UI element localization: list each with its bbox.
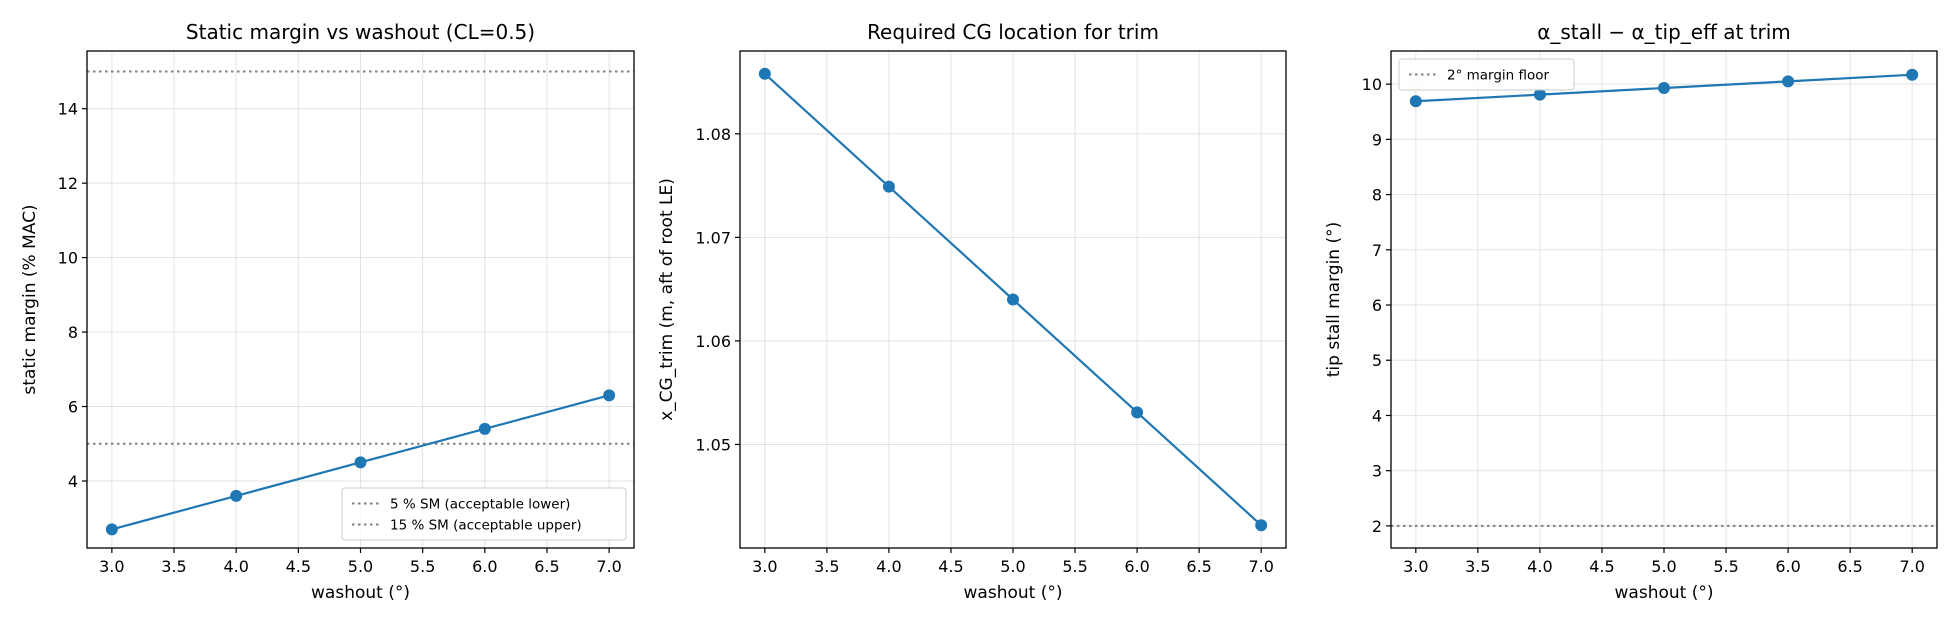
y-tick-label: 4 [68, 472, 78, 491]
data-point [603, 389, 616, 402]
x-tick-label: 3.5 [1465, 557, 1490, 576]
y-tick-label: 3 [1372, 462, 1382, 481]
legend: 5 % SM (acceptable lower) 15 % SM (accept… [341, 487, 627, 541]
y-tick-label: 2 [1372, 517, 1382, 536]
legend: 2° margin floor [1398, 58, 1575, 91]
y-tick-label: 1.07 [695, 228, 731, 247]
data-point [1533, 88, 1546, 101]
x-tick-label: 3.0 [752, 557, 777, 576]
x-axis-label: washout (°) [1615, 583, 1714, 603]
y-tick-label: 1.06 [695, 332, 731, 351]
x-tick-label: 3.5 [814, 557, 839, 576]
data-point [105, 523, 118, 536]
data-point [354, 456, 367, 469]
x-tick-label: 7.0 [1248, 557, 1273, 576]
x-tick-label: 4.0 [1527, 557, 1552, 576]
y-tick-label: 12 [58, 174, 78, 193]
x-tick-label: 5.0 [348, 557, 373, 576]
x-tick-label: 6.0 [472, 557, 497, 576]
data-point [1658, 81, 1670, 94]
y-tick-label: 6 [1372, 296, 1382, 315]
y-tick-label: 8 [68, 323, 78, 342]
legend-label: 2° margin floor [1447, 68, 1550, 84]
y-tick-label: 10 [58, 249, 78, 268]
data-point [758, 67, 771, 80]
y-tick-label: 9 [1372, 130, 1382, 149]
y-axis-label: static margin (% MAC) [20, 204, 40, 394]
x-axis-label: washout (°) [964, 583, 1063, 603]
data-point [1007, 293, 1019, 306]
legend-box [341, 487, 627, 541]
chart-panel-1: 3.0 3.5 4.0 4.5 5.0 5.5 6.0 6.5 7.0 4 6 8 10 12 14 Stat… [20, 20, 635, 603]
x-tick-label: 4.5 [938, 557, 963, 576]
legend-label: 15 % SM (acceptable upper) [390, 518, 582, 534]
data-point [1131, 406, 1144, 419]
x-tick-label: 5.5 [1713, 557, 1738, 576]
x-tick-label: 4.0 [876, 557, 901, 576]
y-tick-label: 7 [1372, 241, 1382, 260]
y-tick-label: 10 [1362, 75, 1382, 94]
chart-title: α_stall − α_tip_eff at trim [1537, 20, 1791, 44]
y-tick-label: 4 [1372, 406, 1382, 425]
chart-title: Required CG location for trim [867, 20, 1159, 44]
y-tick-label: 8 [1372, 186, 1382, 205]
x-tick-label: 4.5 [1589, 557, 1614, 576]
data-point [1409, 95, 1422, 108]
y-tick-label: 6 [68, 398, 78, 417]
x-tick-label: 5.5 [1062, 557, 1087, 576]
x-tick-label: 5.0 [1000, 557, 1025, 576]
chart-panel-2: 3.0 3.5 4.0 4.5 5.0 5.5 6.0 6.5 7.0 1.05 1.06 1.07 1… [657, 20, 1287, 603]
x-tick-label: 3.0 [99, 557, 124, 576]
chart-panel-3: 3.0 3.5 4.0 4.5 5.0 5.5 6.0 6.5 7.0 2 3 4 5 6 7 8 9 10 α_s… [1324, 20, 1938, 603]
x-tick-label: 6.5 [1837, 557, 1862, 576]
x-tick-label: 6.5 [1186, 557, 1211, 576]
x-tick-label: 3.5 [161, 557, 186, 576]
x-tick-label: 5.5 [410, 557, 435, 576]
y-axis-label: x_CG_trim (m, aft of root LE) [657, 178, 677, 421]
chart-title: Static margin vs washout (CL=0.5) [186, 20, 535, 44]
x-tick-label: 7.0 [596, 557, 621, 576]
y-tick-label: 1.05 [695, 435, 731, 454]
x-axis-label: washout (°) [311, 583, 410, 603]
data-point [1906, 68, 1919, 81]
data-point [882, 180, 895, 193]
y-axis-label: tip stall margin (°) [1324, 222, 1344, 378]
data-point [478, 422, 491, 435]
x-tick-label: 4.0 [223, 557, 248, 576]
y-tick-label: 1.08 [695, 125, 731, 144]
y-tick-label: 5 [1372, 351, 1382, 370]
x-tick-label: 3.0 [1403, 557, 1428, 576]
data-point [1782, 75, 1795, 88]
x-tick-label: 6.0 [1124, 557, 1149, 576]
x-tick-label: 4.5 [286, 557, 311, 576]
legend-box [1398, 58, 1575, 91]
x-tick-label: 6.0 [1775, 557, 1800, 576]
data-point [230, 489, 243, 502]
x-tick-label: 5.0 [1651, 557, 1676, 576]
x-tick-label: 7.0 [1899, 557, 1924, 576]
y-tick-label: 14 [58, 100, 78, 119]
legend-label: 5 % SM (acceptable lower) [390, 497, 570, 513]
x-tick-label: 6.5 [534, 557, 559, 576]
data-point [1255, 519, 1268, 532]
